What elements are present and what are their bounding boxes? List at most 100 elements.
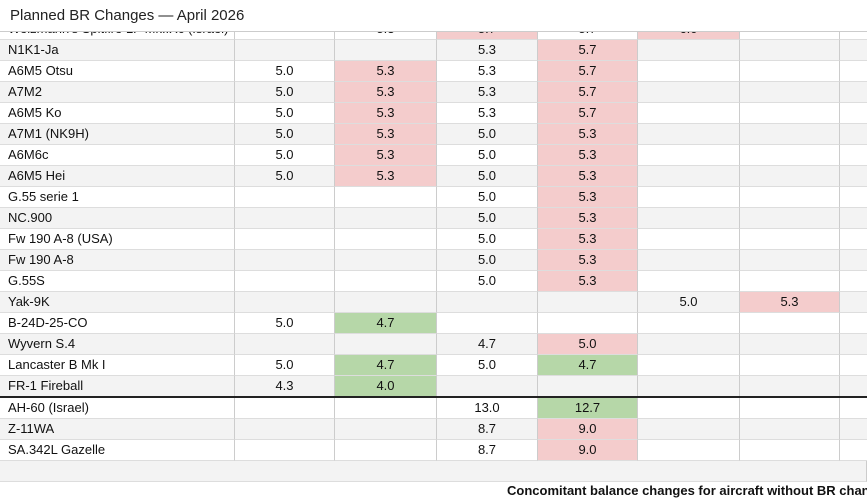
row-name: G.55 serie 1	[0, 187, 235, 208]
value-cell	[840, 166, 867, 187]
value-cell	[638, 313, 740, 334]
value-cell	[538, 292, 638, 313]
value-cell	[740, 208, 840, 229]
value-cell	[740, 124, 840, 145]
value-cell: 5.7	[538, 61, 638, 82]
value-cell	[538, 376, 638, 397]
value-cell	[740, 334, 840, 355]
value-cell	[840, 229, 867, 250]
row-name: N1K1-Ja	[0, 40, 235, 61]
value-cell: 5.0	[437, 166, 538, 187]
value-cell: 4.7	[437, 334, 538, 355]
value-cell	[740, 40, 840, 61]
value-cell	[335, 440, 437, 461]
value-cell: 8.7	[437, 440, 538, 461]
row-name: A7M1 (NK9H)	[0, 124, 235, 145]
value-cell: 4.3	[235, 376, 335, 397]
value-cell	[840, 124, 867, 145]
value-cell: 5.3	[437, 61, 538, 82]
value-cell	[335, 208, 437, 229]
value-cell	[638, 145, 740, 166]
value-cell: 12.7	[538, 398, 638, 419]
row-name: A6M5 Hei	[0, 166, 235, 187]
value-cell	[538, 313, 638, 334]
title-bar: Planned BR Changes — April 2026	[0, 0, 867, 32]
value-cell	[235, 229, 335, 250]
value-cell	[740, 250, 840, 271]
value-cell: 5.0	[437, 229, 538, 250]
value-cell	[840, 103, 867, 124]
row-name: A6M6c	[0, 145, 235, 166]
value-cell	[740, 187, 840, 208]
row-name: Fw 190 A-8	[0, 250, 235, 271]
value-cell	[840, 398, 867, 419]
row-name: Wyvern S.4	[0, 334, 235, 355]
row-name: SA.342L Gazelle	[0, 440, 235, 461]
value-cell	[437, 376, 538, 397]
value-cell	[840, 292, 867, 313]
value-cell	[638, 355, 740, 376]
value-cell	[638, 419, 740, 440]
value-cell	[335, 419, 437, 440]
value-cell	[437, 292, 538, 313]
value-cell	[840, 355, 867, 376]
value-cell: 5.3	[538, 250, 638, 271]
row-name: Fw 190 A-8 (USA)	[0, 229, 235, 250]
value-cell	[840, 145, 867, 166]
value-cell: 5.0	[437, 271, 538, 292]
value-cell	[638, 166, 740, 187]
value-cell	[740, 419, 840, 440]
row-name: NC.900	[0, 208, 235, 229]
value-cell: 5.3	[740, 292, 840, 313]
value-cell	[840, 40, 867, 61]
value-cell	[335, 292, 437, 313]
value-cell: 5.0	[235, 61, 335, 82]
value-cell: 5.3	[335, 166, 437, 187]
value-cell: 5.0	[235, 103, 335, 124]
value-cell: 5.0	[437, 124, 538, 145]
value-cell	[235, 334, 335, 355]
value-cell	[335, 271, 437, 292]
value-cell: 5.3	[335, 82, 437, 103]
value-cell	[638, 187, 740, 208]
value-cell: 5.3	[538, 208, 638, 229]
value-cell	[638, 398, 740, 419]
value-cell: 4.0	[335, 376, 437, 397]
value-cell: 4.7	[335, 355, 437, 376]
value-cell	[235, 292, 335, 313]
value-cell	[235, 398, 335, 419]
value-cell: 5.3	[437, 82, 538, 103]
value-cell	[740, 398, 840, 419]
value-cell	[740, 61, 840, 82]
value-cell	[638, 440, 740, 461]
row-name: A6M5 Ko	[0, 103, 235, 124]
value-cell	[638, 334, 740, 355]
value-cell	[840, 61, 867, 82]
value-cell	[335, 398, 437, 419]
value-cell	[740, 313, 840, 334]
value-cell: 5.0	[235, 166, 335, 187]
value-cell: 5.7	[538, 82, 638, 103]
value-cell	[740, 145, 840, 166]
value-cell	[840, 313, 867, 334]
value-cell: 5.0	[235, 124, 335, 145]
value-cell	[840, 208, 867, 229]
value-cell	[235, 419, 335, 440]
value-cell	[740, 229, 840, 250]
value-cell: 5.3	[538, 229, 638, 250]
value-cell	[235, 271, 335, 292]
row-name: A6M5 Otsu	[0, 61, 235, 82]
row-name: Lancaster B Mk I	[0, 355, 235, 376]
value-cell: 5.3	[335, 103, 437, 124]
title: Planned BR Changes — April 2026	[10, 7, 245, 24]
value-cell: 5.3	[335, 61, 437, 82]
value-cell	[840, 334, 867, 355]
value-cell	[840, 82, 867, 103]
value-cell: 5.0	[437, 250, 538, 271]
row-name: G.55S	[0, 271, 235, 292]
value-cell: 5.0	[538, 334, 638, 355]
value-cell: 5.3	[538, 271, 638, 292]
value-cell: 13.0	[437, 398, 538, 419]
